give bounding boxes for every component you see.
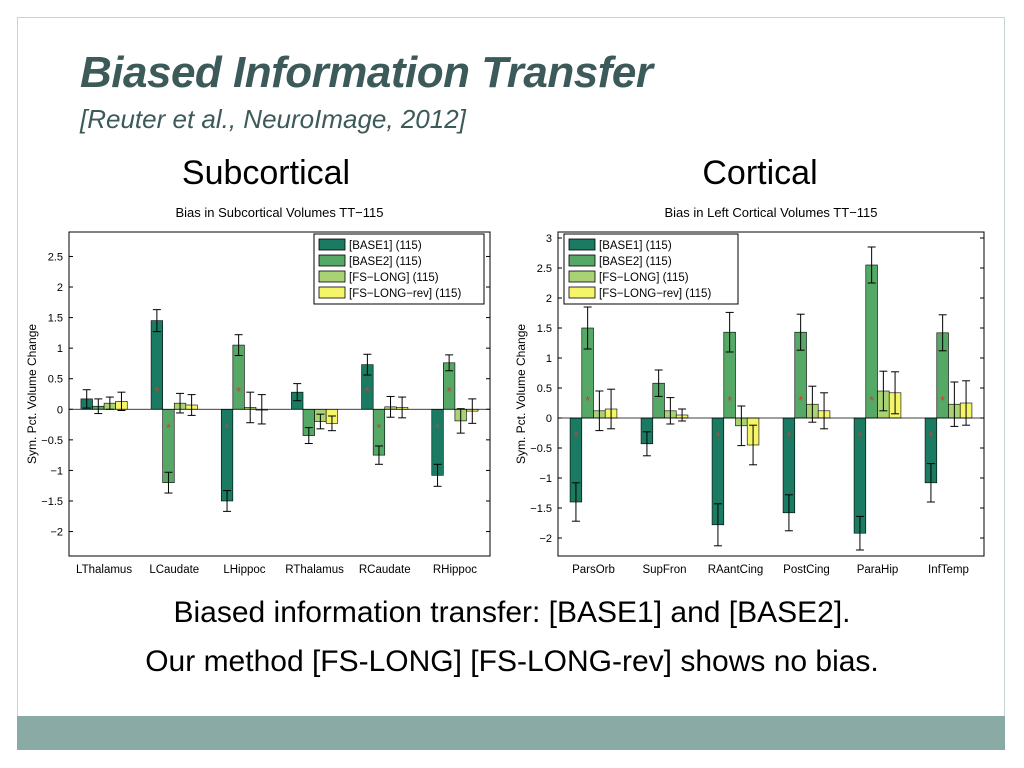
y-tick-label: 1 <box>546 353 552 365</box>
y-tick-label: 2 <box>546 293 552 305</box>
legend-label: [BASE2] (115) <box>599 256 672 268</box>
significance-star: * <box>573 429 578 444</box>
slide-title: Biased Information Transfer <box>80 48 653 97</box>
significance-star: * <box>154 384 159 399</box>
y-tick-label: −1 <box>50 465 63 477</box>
x-tick-label: ParaHip <box>857 564 899 576</box>
x-tick-label: RCaudate <box>359 564 411 576</box>
legend-swatch <box>568 270 596 283</box>
legend-label: [BASE2] (115) <box>349 256 422 268</box>
x-tick-label: RAantCing <box>708 564 764 576</box>
legend-swatch <box>568 286 596 299</box>
y-tick-label: −0.5 <box>41 435 63 447</box>
x-tick-label: RThalamus <box>285 564 344 576</box>
y-tick-label: −1.5 <box>530 503 552 515</box>
legend-swatch <box>318 254 346 267</box>
x-tick-label: RHippoc <box>433 564 477 576</box>
legend-swatch <box>318 238 346 251</box>
legend-label: [FS−LONG] (115) <box>349 272 439 284</box>
significance-star: * <box>365 384 370 399</box>
y-axis-label: Sym. Pct. Volume Change <box>514 324 528 464</box>
y-axis-label: Sym. Pct. Volume Change <box>25 324 39 464</box>
y-tick-label: −0.5 <box>530 443 552 455</box>
y-tick-label: 1 <box>57 343 63 355</box>
y-tick-label: 0.5 <box>48 374 63 386</box>
x-tick-label: SupFron <box>642 564 686 576</box>
legend-swatch <box>568 238 596 251</box>
significance-star: * <box>585 393 590 408</box>
significance-star: * <box>869 393 874 408</box>
chart-subcortical: Bias in Subcortical Volumes TT−115 −2 −1.5… <box>25 205 491 576</box>
significance-star: * <box>940 393 945 408</box>
y-tick-label: −2 <box>50 527 63 539</box>
y-tick-label: 1.5 <box>537 323 552 335</box>
y-tick-label: 2.5 <box>48 251 63 263</box>
x-tick-label: ParsOrb <box>572 564 615 576</box>
y-tick-label: −1 <box>539 473 552 485</box>
right-heading: Cortical <box>702 154 818 192</box>
y-tick-label: 2 <box>57 282 63 294</box>
legend-swatch <box>318 270 346 283</box>
y-tick-label: 0.5 <box>537 383 552 395</box>
y-tick-label: 2.5 <box>537 263 552 275</box>
chart-title: Bias in Subcortical Volumes TT−115 <box>176 205 384 220</box>
caption-line-2: Our method [FS-LONG] [FS-LONG-rev] shows… <box>145 645 879 678</box>
y-tick-label: 0 <box>57 404 63 416</box>
significance-star: * <box>786 429 791 444</box>
significance-star: * <box>225 421 230 436</box>
significance-star: * <box>727 393 732 408</box>
significance-star: * <box>166 421 171 436</box>
chart-title: Bias in Left Cortical Volumes TT−115 <box>664 205 877 220</box>
x-tick-label: InfTemp <box>928 564 969 576</box>
x-tick-label: LCaudate <box>149 564 199 576</box>
slide-subtitle: [Reuter et al., NeuroImage, 2012] <box>80 104 466 134</box>
significance-star: * <box>376 421 381 436</box>
significance-star: * <box>715 429 720 444</box>
significance-star: * <box>236 384 241 399</box>
y-tick-label: 3 <box>546 233 552 245</box>
y-tick-label: 0 <box>546 413 552 425</box>
legend-label: [BASE1] (115) <box>599 240 672 252</box>
y-tick-label: −1.5 <box>41 496 63 508</box>
y-tick-label: 1.5 <box>48 313 63 325</box>
significance-star: * <box>435 421 440 436</box>
legend-label: [FS−LONG] (115) <box>599 272 689 284</box>
significance-star: * <box>928 429 933 444</box>
left-heading: Subcortical <box>181 154 351 192</box>
legend-swatch <box>568 254 596 267</box>
chart-cortical: Bias in Left Cortical Volumes TT−115 −2 −1… <box>514 205 985 576</box>
significance-star: * <box>447 384 452 399</box>
significance-star: * <box>857 429 862 444</box>
legend-label: [FS−LONG−rev] (115) <box>349 288 461 300</box>
x-tick-label: LHippoc <box>223 564 265 576</box>
caption-line-1: Biased information transfer: [BASE1] and… <box>173 596 851 629</box>
x-tick-label: LThalamus <box>76 564 132 576</box>
legend-swatch <box>318 286 346 299</box>
legend-label: [FS−LONG−rev] (115) <box>599 288 711 300</box>
significance-star: * <box>798 393 803 408</box>
x-tick-label: PostCing <box>783 564 830 576</box>
y-tick-label: −2 <box>539 533 552 545</box>
footer-bar <box>17 716 1005 750</box>
legend-label: [BASE1] (115) <box>349 240 422 252</box>
